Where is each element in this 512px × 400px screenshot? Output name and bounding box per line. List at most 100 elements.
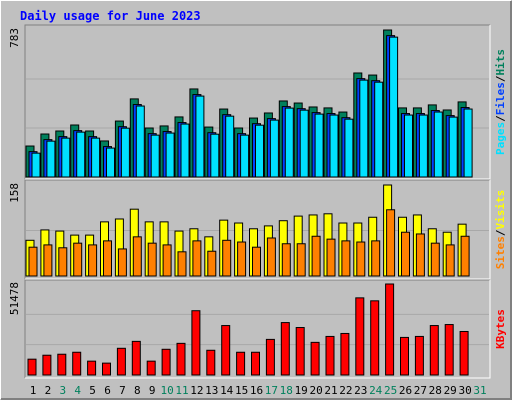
bar [404, 114, 413, 178]
legend-separator: / [494, 115, 507, 122]
legend-entry: KBytes [494, 309, 507, 349]
bar [386, 209, 396, 277]
x-tick-label: 10 [160, 384, 173, 397]
x-tick-label: 13 [205, 384, 218, 397]
bar [131, 340, 141, 376]
x-tick-label: 4 [74, 384, 81, 397]
x-tick-label: 2 [45, 384, 52, 397]
x-tick-label: 16 [250, 384, 263, 397]
chart-title: Daily usage for June 2023 [20, 9, 201, 23]
bar [374, 81, 384, 178]
bar [325, 335, 335, 376]
bar [389, 36, 399, 178]
bar [340, 332, 350, 376]
panel-border-dark [24, 24, 490, 179]
x-tick-label: 11 [175, 384, 188, 397]
bar [206, 349, 216, 376]
bar [61, 137, 71, 178]
bar [370, 300, 380, 376]
legend: Sites/Visits [494, 190, 507, 270]
bar [356, 241, 366, 277]
bar [146, 360, 156, 376]
bar [76, 131, 86, 178]
x-tick-label: 18 [280, 384, 293, 397]
bar [310, 341, 320, 376]
bar [192, 240, 202, 277]
x-tick-label: 12 [190, 384, 203, 397]
bar [46, 140, 56, 178]
bar [72, 351, 82, 376]
bar [314, 113, 324, 178]
bar [132, 236, 142, 277]
x-tick-label: 8 [134, 384, 141, 397]
panel-border-light [25, 25, 491, 180]
bar [463, 108, 473, 178]
bar [280, 322, 290, 376]
bar [162, 244, 172, 277]
bar [448, 116, 458, 178]
x-tick-label: 29 [444, 384, 457, 397]
bar [400, 336, 409, 376]
bar [165, 132, 175, 178]
bar [296, 243, 306, 277]
bar [117, 248, 127, 277]
bar [433, 111, 443, 178]
bar [329, 114, 339, 178]
bar [240, 134, 250, 178]
bar [430, 242, 440, 277]
bar [180, 123, 190, 178]
x-tick-label: 19 [295, 384, 308, 397]
legend-entry: Hits [494, 49, 507, 76]
bar [57, 353, 67, 376]
bar [135, 105, 145, 178]
legend-entry: Files [494, 82, 507, 115]
x-tick-label: 15 [235, 384, 248, 397]
bar [281, 243, 291, 277]
bar [269, 119, 279, 178]
bar [429, 325, 439, 376]
bar [295, 327, 305, 376]
x-tick-label: 24 [369, 384, 383, 397]
bar [58, 247, 68, 277]
bar [225, 115, 235, 178]
bar [161, 348, 171, 376]
bar [252, 246, 261, 277]
x-tick-label: 7 [119, 384, 126, 397]
bar [31, 152, 41, 178]
bar [237, 241, 247, 277]
bar [284, 107, 294, 178]
bar [418, 114, 428, 178]
x-tick-label: 1 [30, 384, 37, 397]
y-tick-label: 783 [8, 28, 21, 48]
bar [150, 134, 160, 178]
panel-border-light [25, 180, 491, 280]
bar [207, 250, 217, 277]
x-tick-label: 28 [429, 384, 442, 397]
panel-border-light [25, 280, 491, 379]
bar [414, 335, 424, 376]
bar [311, 235, 321, 277]
bar [401, 231, 410, 277]
bar [210, 133, 220, 178]
legend-separator: / [494, 229, 507, 236]
y-tick-label: 51478 [8, 282, 21, 315]
bar [265, 338, 275, 376]
bar [116, 347, 126, 376]
x-tick-label: 26 [399, 384, 412, 397]
bar [251, 351, 260, 376]
bar [385, 283, 395, 376]
bar [255, 124, 264, 178]
bar [444, 324, 454, 376]
bar [236, 351, 246, 376]
x-tick-label: 23 [354, 384, 367, 397]
x-tick-label: 9 [149, 384, 156, 397]
bar [445, 244, 455, 277]
x-tick-label: 31 [473, 384, 486, 397]
bar [43, 244, 53, 277]
legend-entry: Pages [494, 122, 507, 155]
bar [91, 137, 101, 178]
x-tick-label: 6 [104, 384, 111, 397]
bar [42, 354, 52, 376]
